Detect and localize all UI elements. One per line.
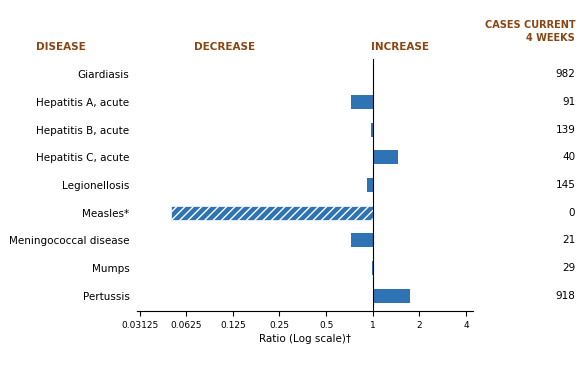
Text: 982: 982 <box>555 70 575 80</box>
Bar <box>373 151 398 164</box>
Text: 0: 0 <box>569 208 575 218</box>
Text: 91: 91 <box>562 97 575 107</box>
Text: 145: 145 <box>555 180 575 190</box>
Text: 139: 139 <box>555 125 575 135</box>
Bar <box>350 233 373 247</box>
Text: 40: 40 <box>562 152 575 162</box>
Text: CASES CURRENT
4 WEEKS: CASES CURRENT 4 WEEKS <box>485 20 575 43</box>
Bar <box>367 178 373 192</box>
Bar <box>373 289 411 303</box>
Bar <box>371 123 373 137</box>
Text: INCREASE: INCREASE <box>371 42 429 52</box>
Text: 29: 29 <box>562 263 575 273</box>
Text: 21: 21 <box>562 235 575 245</box>
Bar <box>372 261 373 275</box>
Text: DECREASE: DECREASE <box>194 42 255 52</box>
Text: 918: 918 <box>555 290 575 300</box>
Bar <box>350 95 373 109</box>
X-axis label: Ratio (Log scale)†: Ratio (Log scale)† <box>259 334 351 344</box>
Text: DISEASE: DISEASE <box>36 42 86 52</box>
Bar <box>171 206 373 219</box>
